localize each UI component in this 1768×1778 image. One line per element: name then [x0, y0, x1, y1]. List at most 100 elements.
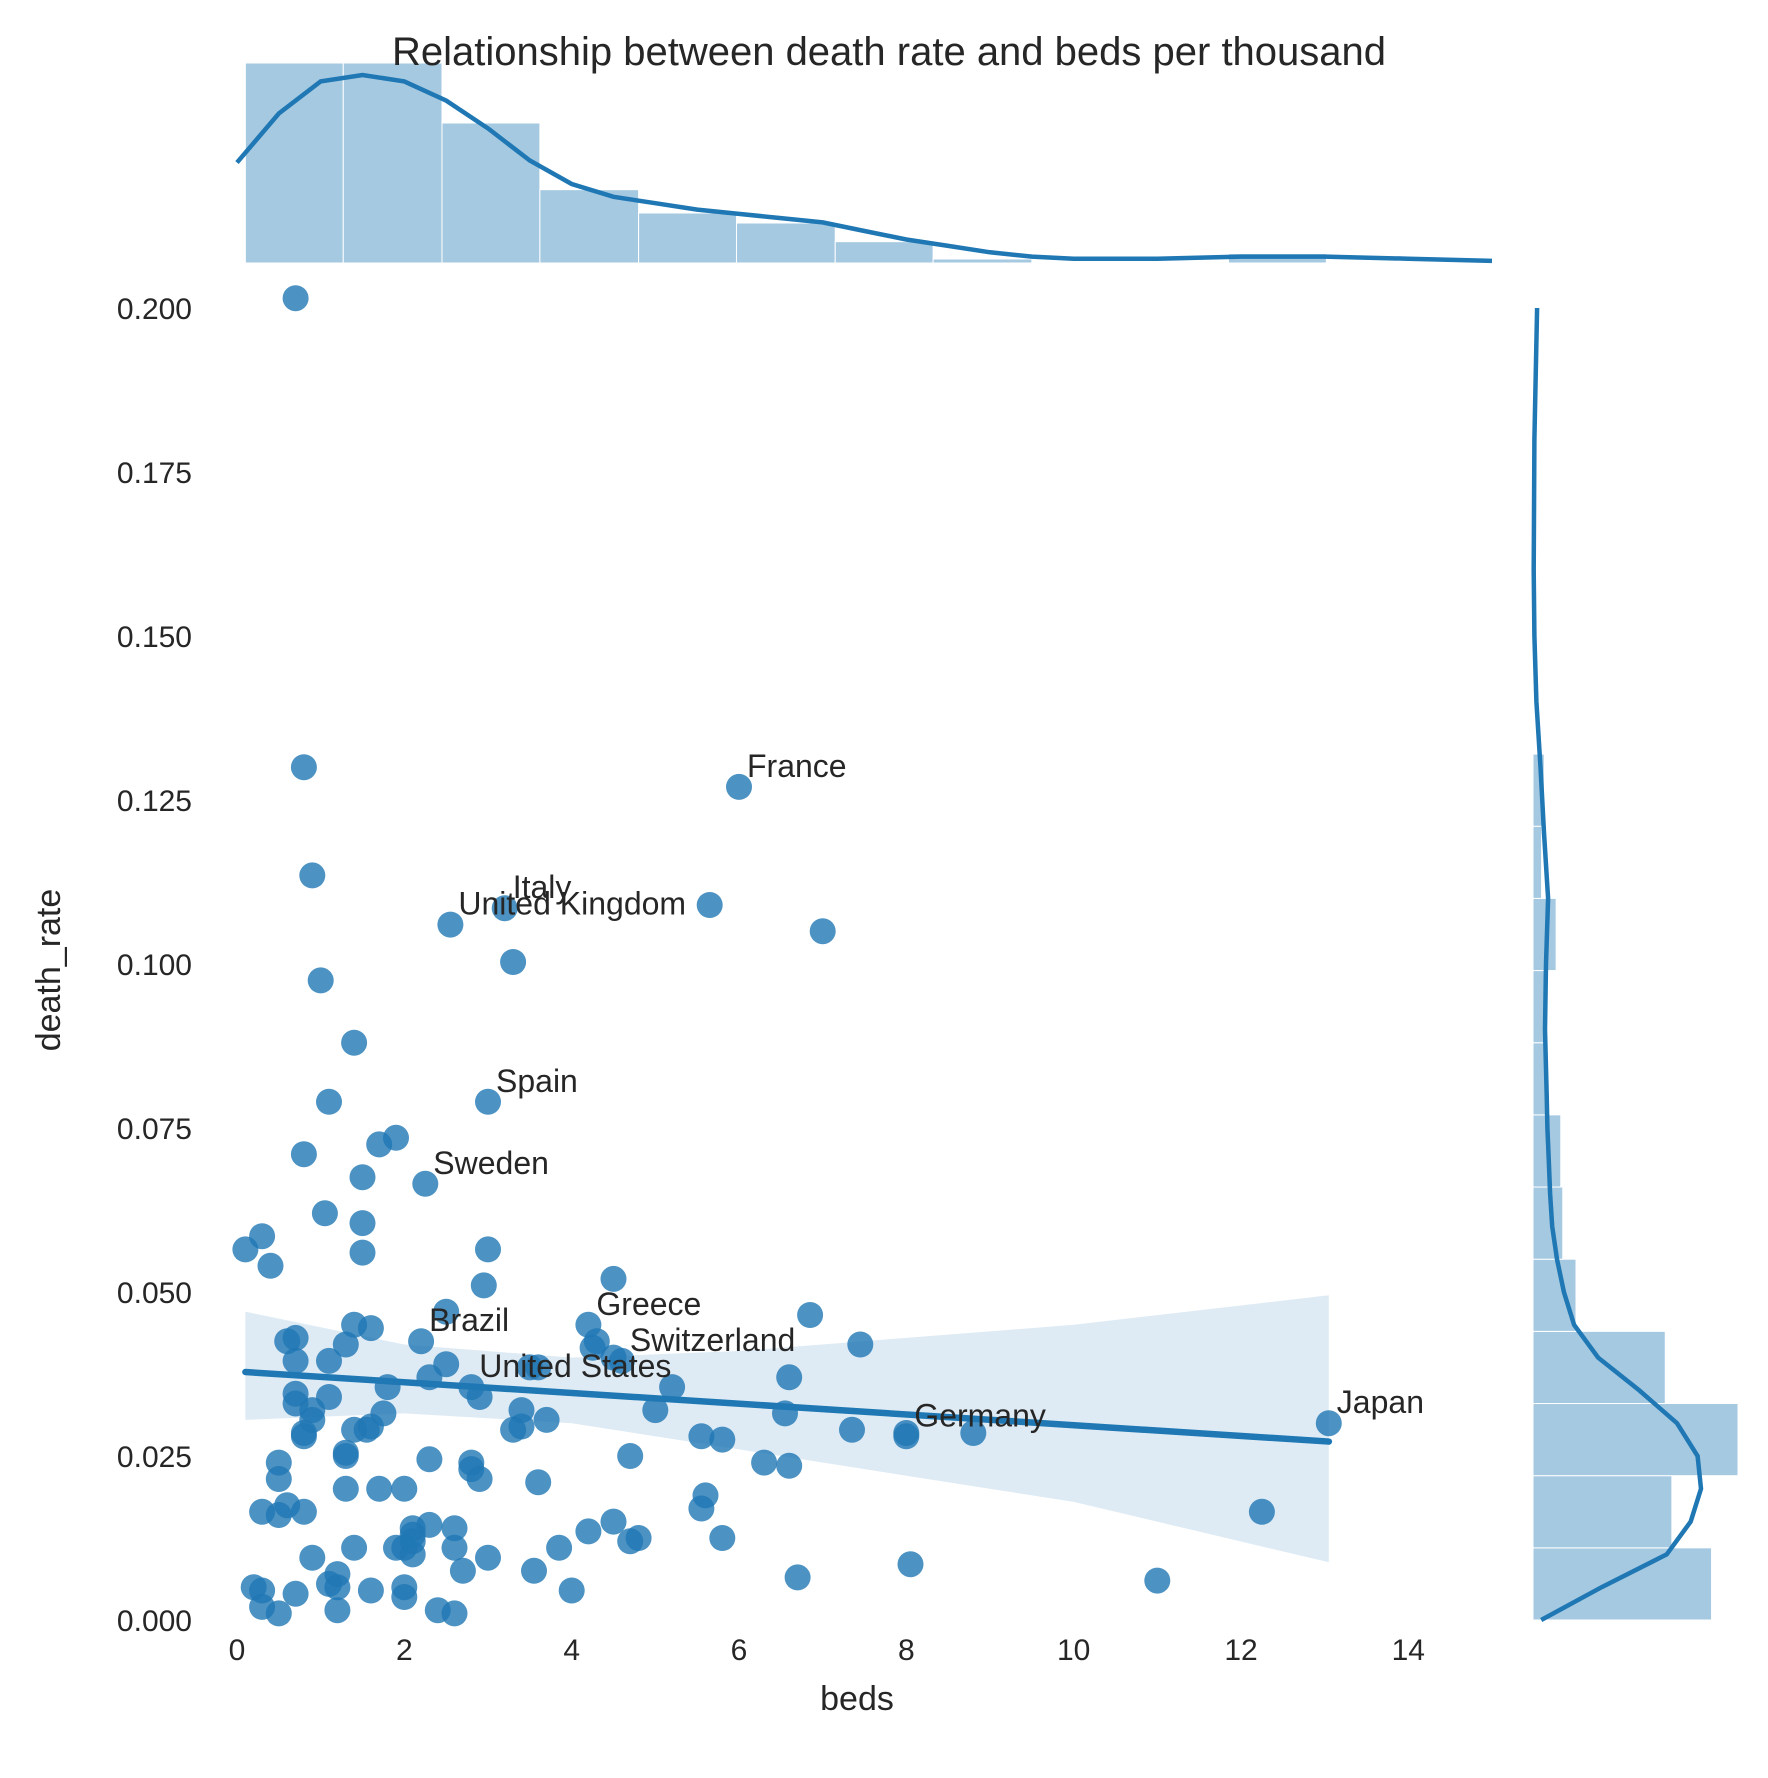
annotation-label: Spain — [496, 1063, 578, 1099]
annotation-label: Germany — [914, 1397, 1046, 1433]
x-histogram-bar — [638, 212, 737, 264]
y-tick-label: 0.075 — [117, 1113, 192, 1146]
annotation-label: Sweden — [433, 1145, 549, 1181]
annotation-label: Greece — [596, 1286, 701, 1322]
annotation-label: Brazil — [429, 1302, 509, 1338]
scatter-point — [809, 918, 836, 945]
y-histogram-bar — [1532, 1403, 1739, 1477]
scatter-point — [893, 1423, 920, 1450]
scatter-point — [416, 1446, 443, 1473]
y-axis-ticks: 0.000 0.025 0.050 0.075 0.100 0.125 0.150 0.175… — [117, 293, 192, 1638]
scatter-point — [897, 1551, 924, 1578]
x-axis-label: beds — [820, 1680, 894, 1718]
y-tick-label: 0.100 — [117, 949, 192, 982]
scatter-point — [696, 892, 723, 918]
scatter-point — [399, 1541, 426, 1568]
scatter-point — [475, 1236, 501, 1263]
scatter-point — [433, 1298, 460, 1325]
scatter-point — [324, 1597, 351, 1624]
scatter-point — [274, 1328, 301, 1355]
x-histogram-bar — [441, 122, 541, 264]
scatter-point — [307, 967, 334, 994]
scatter-point — [290, 1423, 317, 1450]
scatter-point — [659, 1374, 686, 1401]
x-tick-label: 2 — [396, 1634, 413, 1667]
x-tick-label: 10 — [1057, 1634, 1090, 1667]
y-histogram-bar — [1532, 1475, 1673, 1549]
regression-line — [242, 1368, 1333, 1445]
scatter-point — [751, 1449, 778, 1476]
scatter-point — [316, 1088, 342, 1115]
scatter-point — [441, 1600, 468, 1627]
scatter-point — [784, 1564, 811, 1591]
marginal-x-kde — [235, 72, 1493, 264]
scatter-point — [709, 1426, 736, 1453]
scatter-point — [357, 1577, 384, 1604]
scatter-point — [324, 1574, 351, 1601]
x-tick-label: 0 — [229, 1634, 246, 1667]
y-histogram-bar — [1532, 1186, 1564, 1260]
marginal-y-kde — [1531, 307, 1704, 1622]
scatter-point — [776, 1364, 803, 1391]
scatter-point — [265, 1600, 292, 1627]
scatter-point — [353, 1416, 380, 1443]
scatter-point — [546, 1534, 573, 1561]
annotation-label: United States — [479, 1348, 671, 1384]
scatter-point — [642, 1397, 669, 1424]
scatter-point — [525, 1469, 552, 1496]
scatter-point — [316, 1347, 342, 1374]
scatter-point — [366, 1475, 393, 1502]
scatter-point — [475, 1544, 501, 1571]
scatter-point — [311, 1200, 338, 1227]
scatter-point — [257, 1252, 284, 1279]
scatter-point — [290, 1498, 317, 1525]
scatter-point — [617, 1443, 644, 1469]
x-histogram-bar — [932, 258, 1033, 264]
scatter-point — [960, 1420, 987, 1446]
confidence-band — [245, 1295, 1329, 1563]
annotation-label: Switzerland — [630, 1322, 795, 1358]
scatter-point — [341, 1029, 368, 1056]
scatter-point — [332, 1331, 359, 1358]
scatter-point — [600, 1265, 627, 1292]
scatter-point — [282, 285, 309, 312]
chart-title: Relationship between death rate and beds… — [392, 30, 1386, 74]
scatter-point — [500, 949, 527, 975]
scatter-point — [475, 1088, 501, 1115]
scatter-point — [265, 1502, 292, 1528]
y-tick-label: 0.150 — [117, 621, 192, 654]
scatter-point — [617, 1528, 644, 1555]
confidence-band-area — [245, 1295, 1329, 1563]
regression-line-path — [242, 1368, 1333, 1445]
scatter-point — [1248, 1498, 1275, 1525]
x-histogram-bar — [244, 62, 344, 264]
marginal-x-histogram — [244, 62, 1327, 264]
scatter-point — [521, 1557, 547, 1584]
x-tick-label: 4 — [563, 1634, 580, 1667]
y-tick-label: 0.000 — [117, 1605, 192, 1638]
scatter-point — [839, 1416, 865, 1443]
scatter-point — [299, 862, 326, 889]
scatter-point — [441, 1515, 468, 1542]
scatter-point — [349, 1164, 376, 1191]
x-tick-label: 12 — [1224, 1634, 1257, 1667]
scatter-point — [391, 1475, 418, 1502]
annotation-label: France — [747, 748, 847, 784]
x-kde-curve — [235, 72, 1493, 264]
scatter-point — [349, 1210, 376, 1237]
annotation-label: United Kingdom — [458, 886, 686, 922]
y-histogram-bar — [1532, 1330, 1666, 1405]
scatter-point — [332, 1475, 359, 1502]
scatter-point — [383, 1124, 409, 1151]
scatter-point — [232, 1236, 259, 1263]
scatter-point — [608, 1347, 635, 1374]
scatter-point — [391, 1584, 418, 1610]
scatter-point — [441, 1534, 468, 1561]
scatter-point — [575, 1518, 602, 1545]
x-histogram-bar — [735, 222, 836, 264]
scatter-point — [332, 1443, 359, 1469]
x-histogram-bar — [342, 62, 443, 264]
scatter-point — [847, 1331, 874, 1358]
scatter-point — [412, 1170, 439, 1197]
scatter-point — [357, 1315, 384, 1342]
